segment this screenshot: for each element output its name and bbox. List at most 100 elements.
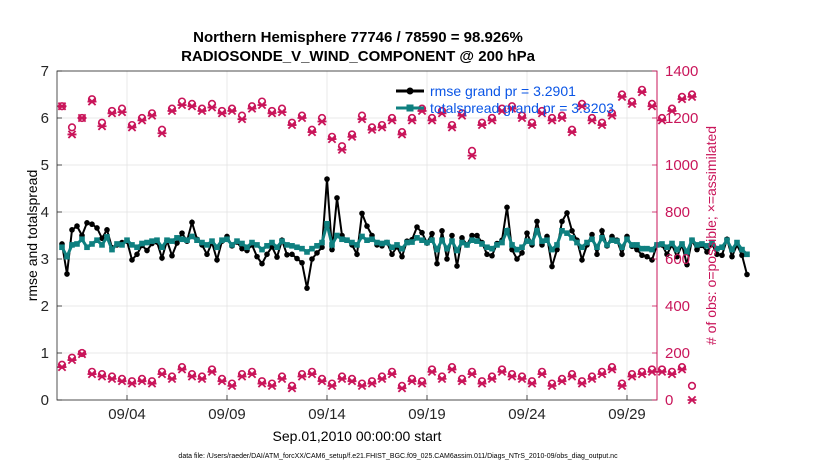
totalspread-point bbox=[69, 242, 75, 248]
rmse-point bbox=[299, 259, 305, 266]
rmse-point bbox=[144, 247, 150, 254]
totalspread-point bbox=[284, 242, 290, 248]
obs-assimilated-marker bbox=[467, 151, 477, 160]
x-tick-label: 09/19 bbox=[408, 406, 446, 423]
totalspread-point bbox=[714, 245, 720, 252]
obs-assimilated-marker-bottom bbox=[597, 369, 607, 379]
totalspread-point bbox=[554, 242, 560, 248]
rmse-point bbox=[434, 260, 440, 267]
totalspread-point bbox=[299, 245, 305, 252]
totalspread-point bbox=[544, 237, 550, 243]
left-tick-label: 0 bbox=[41, 392, 49, 409]
right-tick-label: 800 bbox=[665, 204, 690, 221]
obs-assimilated-marker bbox=[637, 87, 647, 97]
totalspread-point bbox=[644, 245, 650, 252]
rmse-point bbox=[439, 228, 445, 234]
totalspread-point bbox=[559, 228, 565, 234]
rmse-point bbox=[334, 195, 340, 201]
totalspread-point bbox=[444, 245, 450, 252]
obs-assimilated-marker bbox=[647, 102, 657, 111]
totalspread-point bbox=[184, 237, 190, 243]
totalspread-point bbox=[104, 234, 110, 240]
rmse-point bbox=[519, 250, 525, 256]
legend: rmse grand pr = 3.2901 totalspread grand… bbox=[396, 83, 614, 116]
totalspread-point bbox=[489, 245, 495, 252]
obs-assimilated-marker-bottom bbox=[77, 349, 87, 359]
rmse-point bbox=[94, 225, 100, 231]
obs-assimilated-marker bbox=[587, 116, 597, 125]
totalspread-point bbox=[244, 244, 250, 251]
rmse-point bbox=[69, 227, 75, 233]
totalspread-point bbox=[94, 237, 100, 243]
rmse-point bbox=[694, 246, 700, 253]
rmse-point bbox=[729, 253, 735, 260]
obs-assimilated-marker bbox=[527, 120, 537, 130]
totalspread-point bbox=[539, 238, 545, 244]
totalspread-point bbox=[464, 242, 470, 248]
obs-assimilated-marker-bottom bbox=[327, 381, 337, 391]
obs-assimilated-marker-bottom bbox=[527, 379, 537, 388]
obs-assimilated-marker bbox=[387, 116, 397, 125]
rmse-point bbox=[599, 228, 605, 234]
x-tick-label: 09/29 bbox=[608, 406, 646, 423]
chart-subtitle: RADIOSONDE_V_WIND_COMPONENT @ 200 hPa bbox=[181, 48, 536, 65]
rmse-point bbox=[174, 240, 180, 246]
totalspread-point bbox=[674, 246, 680, 253]
totalspread-point bbox=[729, 246, 735, 253]
obs-assimilated-marker-bottom bbox=[257, 379, 267, 388]
obs-assimilated-marker bbox=[317, 117, 327, 126]
left-tick-label: 4 bbox=[41, 204, 49, 221]
obs-assimilated-marker-bottom bbox=[457, 376, 467, 386]
rmse-point bbox=[514, 256, 520, 262]
obs-assimilated-marker-bottom bbox=[237, 372, 247, 381]
left-tick-label: 5 bbox=[41, 157, 49, 174]
obs-assimilated-marker bbox=[517, 113, 527, 123]
obs-assimilated-marker-bottom bbox=[487, 374, 497, 384]
totalspread-point bbox=[514, 246, 520, 253]
x-tick-label: 09/24 bbox=[508, 406, 546, 423]
legend-label-rmse: rmse grand pr = 3.2901 bbox=[430, 83, 576, 99]
obs-assimilated-marker bbox=[457, 111, 467, 120]
obs-assimilated-marker bbox=[307, 127, 317, 137]
totalspread-point bbox=[684, 249, 690, 255]
x-tick-label: 09/09 bbox=[208, 406, 246, 423]
obs-assimilated-marker-bottom bbox=[117, 376, 127, 386]
totalspread-point bbox=[194, 237, 200, 243]
obs-assimilated-marker bbox=[107, 109, 117, 118]
obs-assimilated-marker-bottom bbox=[437, 374, 447, 384]
obs-assimilated-marker-bottom bbox=[467, 369, 477, 379]
obs-assimilated-marker-bottom bbox=[97, 372, 107, 381]
totalspread-point bbox=[719, 244, 725, 251]
rmse-point bbox=[74, 223, 80, 229]
rmse-point bbox=[179, 230, 185, 236]
totalspread-point bbox=[419, 237, 425, 243]
totalspread-point bbox=[429, 237, 435, 243]
rmse-point bbox=[364, 223, 370, 229]
obs-assimilated-marker-bottom bbox=[177, 365, 187, 374]
obs-assimilated-marker-bottom bbox=[127, 379, 137, 388]
totalspread-point bbox=[249, 239, 255, 246]
totalspread-point bbox=[404, 239, 410, 246]
totalspread-point bbox=[314, 243, 320, 249]
rmse-point bbox=[634, 246, 640, 253]
obs-assimilated-marker bbox=[327, 134, 337, 144]
totalspread-point bbox=[334, 232, 340, 239]
rmse-point bbox=[484, 251, 490, 258]
totalspread-point bbox=[649, 246, 655, 253]
right-tick-label: 1200 bbox=[665, 110, 698, 127]
totalspread-point bbox=[579, 244, 585, 251]
right-tick-label: 0 bbox=[665, 392, 673, 409]
obs-assimilated-marker-bottom bbox=[157, 369, 167, 379]
rmse-point bbox=[129, 257, 135, 263]
totalspread-point bbox=[319, 239, 325, 246]
rmse-point bbox=[99, 235, 105, 242]
obs-assimilated-marker-bottom bbox=[207, 367, 217, 377]
left-tick-label: 1 bbox=[41, 345, 49, 362]
obs-assimilated-marker bbox=[507, 104, 517, 113]
rmse-point bbox=[319, 244, 325, 251]
totalspread-point bbox=[369, 236, 375, 243]
obs-assimilated-marker-bottom bbox=[497, 367, 507, 377]
rmse-point bbox=[684, 261, 690, 268]
totalspread-point bbox=[484, 244, 490, 251]
totalspread-point bbox=[134, 244, 140, 251]
